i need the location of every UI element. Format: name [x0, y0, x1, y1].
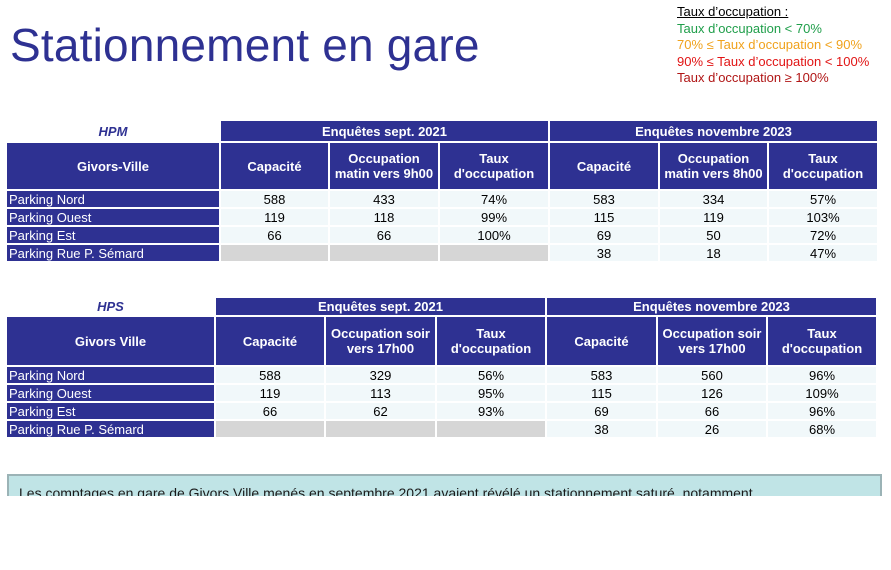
- hpm-group-2023: Enquêtes novembre 2023: [550, 121, 877, 141]
- hps-occupation-2021: 113: [326, 385, 435, 401]
- hpm-col-rate-2023: Taux d'occupation: [769, 143, 877, 189]
- hps-capacity-2023: 38: [547, 421, 656, 437]
- hps-occupation-2021: [326, 421, 435, 437]
- hps-station-header: Givors Ville: [7, 317, 214, 365]
- hps-col-occupation-2021: Occupation soir vers 17h00: [326, 317, 435, 365]
- hpm-col-capacity-2021: Capacité: [221, 143, 328, 189]
- hps-occupation-2021: 329: [326, 367, 435, 383]
- commentary-box: Les comptages en gare de Givors Ville me…: [7, 474, 882, 496]
- hps-parking-name: Parking Rue P. Sémard: [7, 421, 214, 437]
- hps-rate-2023: 68%: [768, 421, 876, 437]
- hpm-occupation-2021: 66: [330, 227, 438, 243]
- hps-capacity-2023: 583: [547, 367, 656, 383]
- hpm-capacity-2021: 588: [221, 191, 328, 207]
- hps-rate-2023: 96%: [768, 367, 876, 383]
- hps-col-rate-2023: Taux d'occupation: [768, 317, 876, 365]
- hpm-rate-2021: [440, 245, 548, 261]
- commentary-text: Les comptages en gare de Givors Ville me…: [19, 485, 753, 496]
- hps-capacity-2023: 115: [547, 385, 656, 401]
- hpm-occupation-2023: 334: [660, 191, 767, 207]
- hps-capacity-2021: [216, 421, 324, 437]
- hps-col-capacity-2021: Capacité: [216, 317, 324, 365]
- hps-col-occupation-2023: Occupation soir vers 17h00: [658, 317, 766, 365]
- hpm-col-occupation-2023: Occupation matin vers 8h00: [660, 143, 767, 189]
- hps-parking-name: Parking Ouest: [7, 385, 214, 401]
- hpm-table: HPM Enquêtes sept. 2021 Enquêtes novembr…: [5, 119, 879, 263]
- hpm-col-rate-2021: Taux d'occupation: [440, 143, 548, 189]
- table-row: Parking Rue P. Sémard 38 18 47%: [7, 245, 877, 261]
- hpm-section-label: HPM: [98, 123, 128, 139]
- hpm-occupation-2023: 50: [660, 227, 767, 243]
- table-row: Parking Nord 588 329 56% 583 560 96%: [7, 367, 876, 383]
- hpm-capacity-2023: 583: [550, 191, 658, 207]
- hps-table: HPS Enquêtes sept. 2021 Enquêtes novembr…: [5, 296, 878, 439]
- hps-occupation-2023: 66: [658, 403, 766, 419]
- hps-col-capacity-2023: Capacité: [547, 317, 656, 365]
- hps-rate-2021: [437, 421, 545, 437]
- hpm-col-occupation-2021: Occupation matin vers 9h00: [330, 143, 438, 189]
- hps-occupation-2021: 62: [326, 403, 435, 419]
- hpm-occupation-2023: 119: [660, 209, 767, 225]
- hps-capacity-2023: 69: [547, 403, 656, 419]
- hpm-occupation-2021: [330, 245, 438, 261]
- hps-capacity-2021: 119: [216, 385, 324, 401]
- occupancy-legend: Taux d’occupation : Taux d’occupation < …: [677, 4, 869, 87]
- table-row: Parking Est 66 62 93% 69 66 96%: [7, 403, 876, 419]
- hps-col-rate-2021: Taux d'occupation: [437, 317, 545, 365]
- hps-rate-2021: 93%: [437, 403, 545, 419]
- legend-item-orange: 70% ≤ Taux d’occupation < 90%: [677, 37, 863, 52]
- legend-item-red: 90% ≤ Taux d’occupation < 100%: [677, 53, 870, 69]
- hpm-parking-name: Parking Nord: [7, 191, 219, 207]
- hpm-rate-2021: 100%: [440, 227, 548, 243]
- table-row: Parking Ouest 119 118 99% 115 119 103%: [7, 209, 877, 225]
- table-row: Parking Est 66 66 100% 69 50 72%: [7, 227, 877, 243]
- hpm-parking-name: Parking Est: [7, 227, 219, 243]
- hpm-rate-2021: 99%: [440, 209, 548, 225]
- hps-rate-2021: 95%: [437, 385, 545, 401]
- legend-item-green: Taux d’occupation < 70%: [677, 20, 822, 36]
- hpm-parking-name: Parking Ouest: [7, 209, 219, 225]
- hpm-capacity-2023: 38: [550, 245, 658, 261]
- hpm-station-header: Givors-Ville: [7, 143, 219, 189]
- hpm-capacity-2023: 69: [550, 227, 658, 243]
- hps-capacity-2021: 66: [216, 403, 324, 419]
- hpm-rate-2023: 103%: [769, 209, 877, 225]
- hpm-rate-2023: 57%: [769, 191, 877, 207]
- hps-group-2021: Enquêtes sept. 2021: [216, 298, 545, 315]
- hps-occupation-2023: 560: [658, 367, 766, 383]
- legend-item-dark-red: Taux d’occupation ≥ 100%: [677, 70, 829, 85]
- hpm-capacity-2021: 119: [221, 209, 328, 225]
- hps-parking-name: Parking Nord: [7, 367, 214, 383]
- hps-capacity-2021: 588: [216, 367, 324, 383]
- hpm-capacity-2021: 66: [221, 227, 328, 243]
- table-row: Parking Nord 588 433 74% 583 334 57%: [7, 191, 877, 207]
- hpm-rate-2021: 74%: [440, 191, 548, 207]
- hps-group-2023: Enquêtes novembre 2023: [547, 298, 876, 315]
- hps-rate-2021: 56%: [437, 367, 545, 383]
- hpm-occupation-2023: 18: [660, 245, 767, 261]
- hps-parking-name: Parking Est: [7, 403, 214, 419]
- hpm-col-capacity-2023: Capacité: [550, 143, 658, 189]
- hps-rate-2023: 109%: [768, 385, 876, 401]
- hpm-rate-2023: 72%: [769, 227, 877, 243]
- legend-title: Taux d’occupation :: [677, 4, 789, 19]
- hps-occupation-2023: 26: [658, 421, 766, 437]
- page-title: Stationnement en gare: [10, 19, 480, 71]
- hps-section-label: HPS: [97, 299, 124, 314]
- hpm-parking-name: Parking Rue P. Sémard: [7, 245, 219, 261]
- hpm-capacity-2023: 115: [550, 209, 658, 225]
- hpm-capacity-2021: [221, 245, 328, 261]
- table-row: Parking Rue P. Sémard 38 26 68%: [7, 421, 876, 437]
- hpm-occupation-2021: 118: [330, 209, 438, 225]
- hpm-occupation-2021: 433: [330, 191, 438, 207]
- hps-rate-2023: 96%: [768, 403, 876, 419]
- hpm-group-2021: Enquêtes sept. 2021: [221, 121, 548, 141]
- hps-occupation-2023: 126: [658, 385, 766, 401]
- hpm-rate-2023: 47%: [769, 245, 877, 261]
- table-row: Parking Ouest 119 113 95% 115 126 109%: [7, 385, 876, 401]
